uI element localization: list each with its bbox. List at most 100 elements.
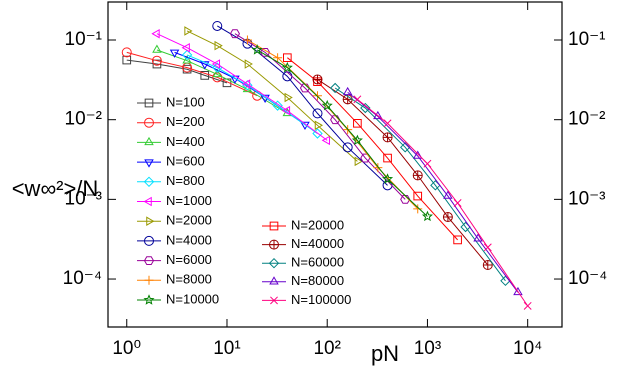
data-point [342,86,353,96]
data-point [284,92,293,103]
data-point [354,156,363,167]
data-point [460,221,471,233]
series-line [334,87,506,282]
y-axis-label: <w∞²>/N [12,176,99,201]
legend-marker [144,159,154,168]
y-tick-label-right: 10⁻² [568,109,606,130]
data-point [342,142,353,153]
y-tick-label: 10⁻¹ [65,29,103,50]
series-line [217,25,388,186]
data-point [373,163,383,173]
data-point [373,110,383,120]
data-point [353,95,362,104]
legend-label: N=10000 [166,291,219,306]
legend-label: N=2000 [166,213,212,228]
x-tick-label: 10⁰ [112,338,141,359]
legend-entry: N=10000 [137,291,219,306]
series-line [256,49,428,217]
data-point [329,82,341,94]
data-point [283,53,292,63]
data-point [122,55,132,65]
data-point [321,135,330,146]
data-point [299,83,311,93]
data-point [383,153,392,163]
data-point [272,100,283,111]
data-point [121,47,132,58]
data-point [181,49,193,61]
data-point [200,71,210,80]
data-point [383,119,392,128]
legend-label: N=6000 [166,252,212,267]
data-point [400,142,411,153]
data-point [351,134,363,146]
x-tick-label: 10¹ [213,338,240,359]
data-point [169,49,180,58]
y-tick-label-right: 10⁻³ [568,188,606,209]
data-point [453,235,462,245]
data-point [211,59,221,69]
y-tick-label-right: 10⁻⁴ [568,268,607,289]
y-tick-label: 10⁻³ [65,188,103,209]
series-line [156,49,288,114]
legend-entry: N=400 [137,134,205,149]
legend-label: N=40000 [291,236,344,251]
legend-marker [269,276,279,285]
data-point [353,119,362,128]
data-point [483,243,492,252]
legend-marker [144,117,155,128]
data-point [453,199,462,207]
legend-entry: N=100000 [262,292,351,307]
legend-label: N=600 [166,154,205,169]
legend-entry: N=600 [137,154,205,169]
legend-marker [144,98,154,108]
data-point [430,180,441,191]
series-line [126,51,258,97]
data-point [412,150,423,159]
data-point [182,55,192,64]
data-point [182,62,193,73]
data-point [360,102,371,114]
data-point [244,59,253,69]
y-tick-label-right: 10⁻¹ [568,29,606,50]
legend-entry: N=6000 [137,252,212,267]
legend-marker [143,176,155,188]
plot-frame [107,1,563,328]
legend-label: N=8000 [166,272,212,287]
data-point [423,159,432,168]
legend-entry: N=100 [137,94,205,109]
data-point [513,286,523,296]
data-point [251,44,263,55]
legend-label: N=800 [166,173,205,188]
legend-entry: N=800 [137,173,205,188]
y-tick-label: 10⁻⁴ [63,268,102,289]
legend-label: N=4000 [166,232,212,247]
data-point [313,77,322,86]
data-point [282,71,293,82]
series-line [126,59,228,84]
legend-entry: N=2000 [137,213,212,228]
legend-marker [144,136,154,146]
legend-marker [269,239,280,250]
series-line [357,98,529,307]
series-line [317,79,489,266]
x-tick-label: 10² [313,338,340,359]
legend-marker [143,196,152,207]
data-point [523,301,532,310]
data-point [312,128,323,139]
legend-marker [146,216,155,226]
data-point [281,61,293,73]
data-point [382,132,393,143]
series-line [186,30,358,162]
data-point [314,120,323,131]
data-point [273,53,283,63]
legend-entry: N=200 [137,114,205,129]
data-point [222,78,232,88]
data-point [312,108,323,119]
data-point [212,68,223,78]
data-point [321,99,333,111]
data-point [152,59,162,69]
legend-marker [144,235,155,246]
data-point [413,204,423,214]
legend-entry: N=4000 [137,232,212,247]
